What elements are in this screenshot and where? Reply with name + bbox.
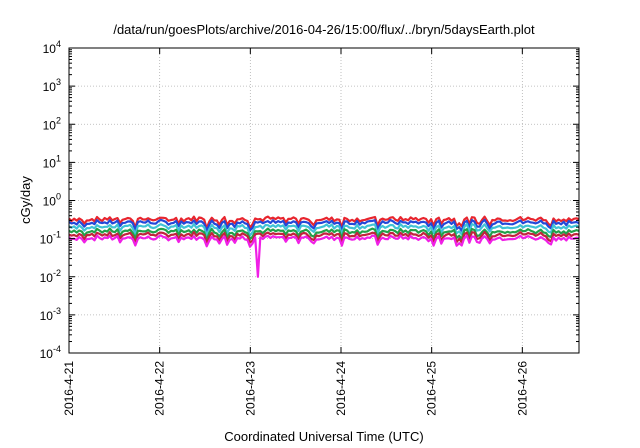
x-tick-label: 2016-4-24 xyxy=(334,361,348,416)
y-tick-label: 10-1 xyxy=(40,230,61,247)
y-tick-label: 10-4 xyxy=(40,344,61,361)
y-tick-label: 104 xyxy=(43,39,61,56)
y-axis: 10-4 10-3 10-2 10-1 100 101 102 103 104 xyxy=(40,39,579,361)
y-axis-label: cGy/day xyxy=(18,176,33,224)
y-tick-label: 10-3 xyxy=(40,306,61,323)
y-tick-label: 102 xyxy=(43,115,61,132)
y-tick-label: 101 xyxy=(43,153,61,170)
x-tick-label: 2016-4-22 xyxy=(153,361,167,416)
y-tick-label: 10-2 xyxy=(40,268,61,285)
x-axis: 2016-4-21 2016-4-22 2016-4-23 2016-4-24 2016… xyxy=(62,48,529,416)
grid xyxy=(69,48,579,353)
series-line xyxy=(68,218,580,232)
x-tick-label: 2016-4-23 xyxy=(243,361,257,416)
y-tick-label: 100 xyxy=(43,192,61,209)
series-line xyxy=(68,234,580,278)
series-layer xyxy=(68,215,580,278)
x-tick-label: 2016-4-25 xyxy=(425,361,439,416)
series-line xyxy=(68,215,580,230)
x-tick-label: 2016-4-21 xyxy=(62,361,76,416)
series-line xyxy=(68,227,580,242)
series-line xyxy=(68,230,580,245)
series-line xyxy=(68,222,580,237)
x-axis-label: Coordinated Universal Time (UTC) xyxy=(224,429,423,444)
chart-title: /data/run/goesPlots/archive/2016-04-26/1… xyxy=(113,22,535,37)
x-tick-label: 2016-4-26 xyxy=(515,361,529,416)
y-tick-label: 103 xyxy=(43,77,61,94)
